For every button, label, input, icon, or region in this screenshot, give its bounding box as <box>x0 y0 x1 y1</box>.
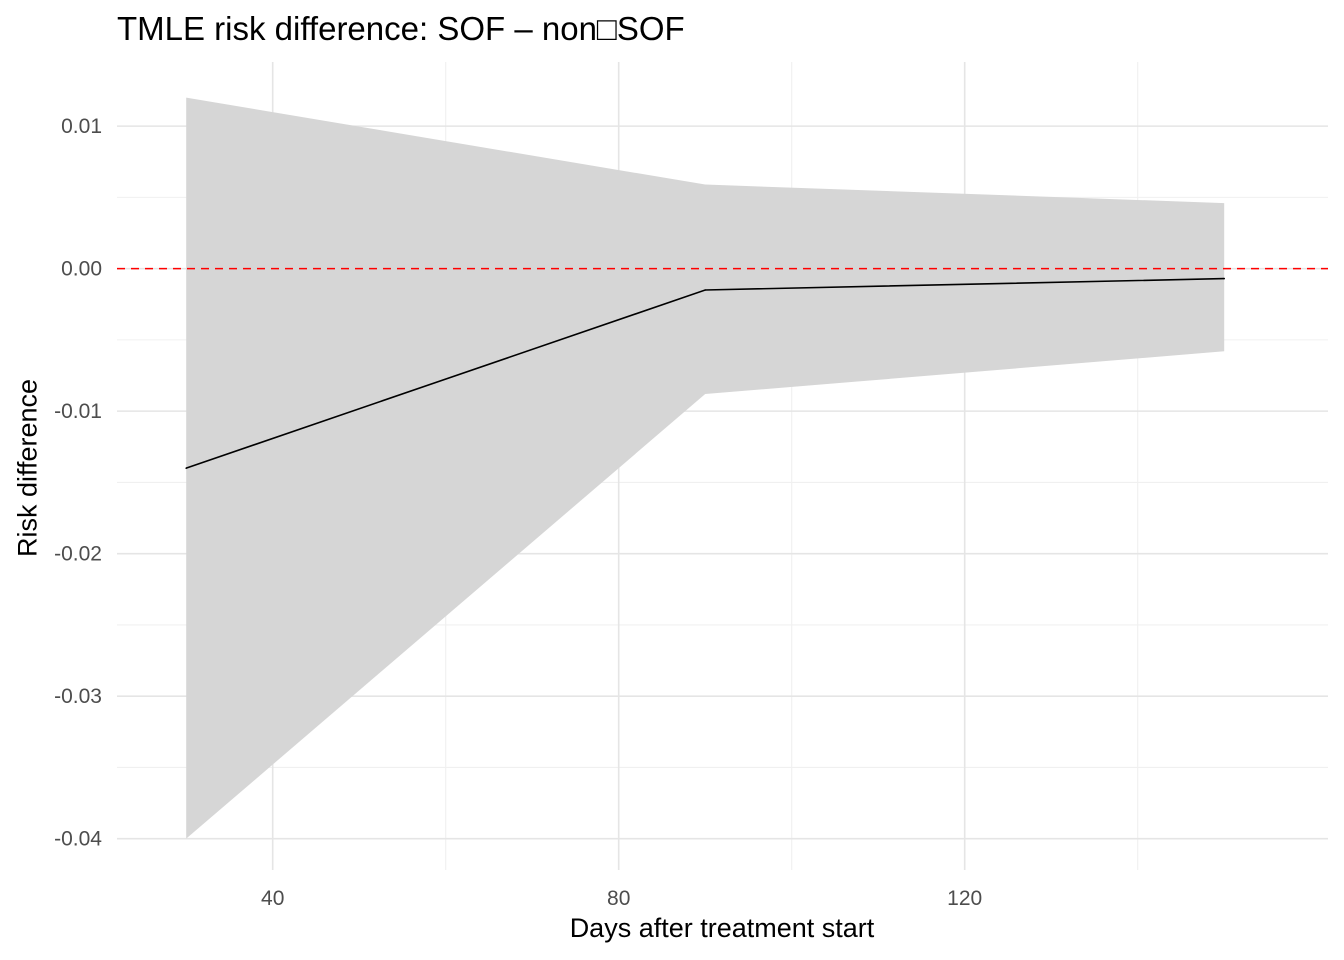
data-points <box>185 277 1225 469</box>
data-point <box>1223 277 1225 280</box>
x-tick-labels: 40 80 120 <box>261 887 982 910</box>
y-axis-label: Risk difference <box>12 378 43 558</box>
x-tick-label: 40 <box>261 887 284 910</box>
data-point <box>704 289 706 291</box>
y-tick-label: -0.01 <box>54 400 102 423</box>
y-tick-labels: -0.04 -0.03 -0.02 -0.01 0.00 0.01 <box>54 115 102 851</box>
y-tick-label: -0.04 <box>54 828 102 851</box>
y-tick-label: -0.02 <box>54 543 102 566</box>
data-point <box>185 467 187 469</box>
x-tick-label: 120 <box>947 887 982 910</box>
y-tick-label: 0.00 <box>61 258 102 281</box>
y-tick-label: 0.01 <box>61 115 102 138</box>
y-tick-label: -0.03 <box>54 685 102 708</box>
confidence-ribbon <box>186 97 1225 839</box>
chart-title: TMLE risk difference: SOF – non□SOF <box>117 10 685 47</box>
x-axis-label: Days after treatment start <box>569 913 875 943</box>
x-tick-label: 80 <box>607 887 630 910</box>
